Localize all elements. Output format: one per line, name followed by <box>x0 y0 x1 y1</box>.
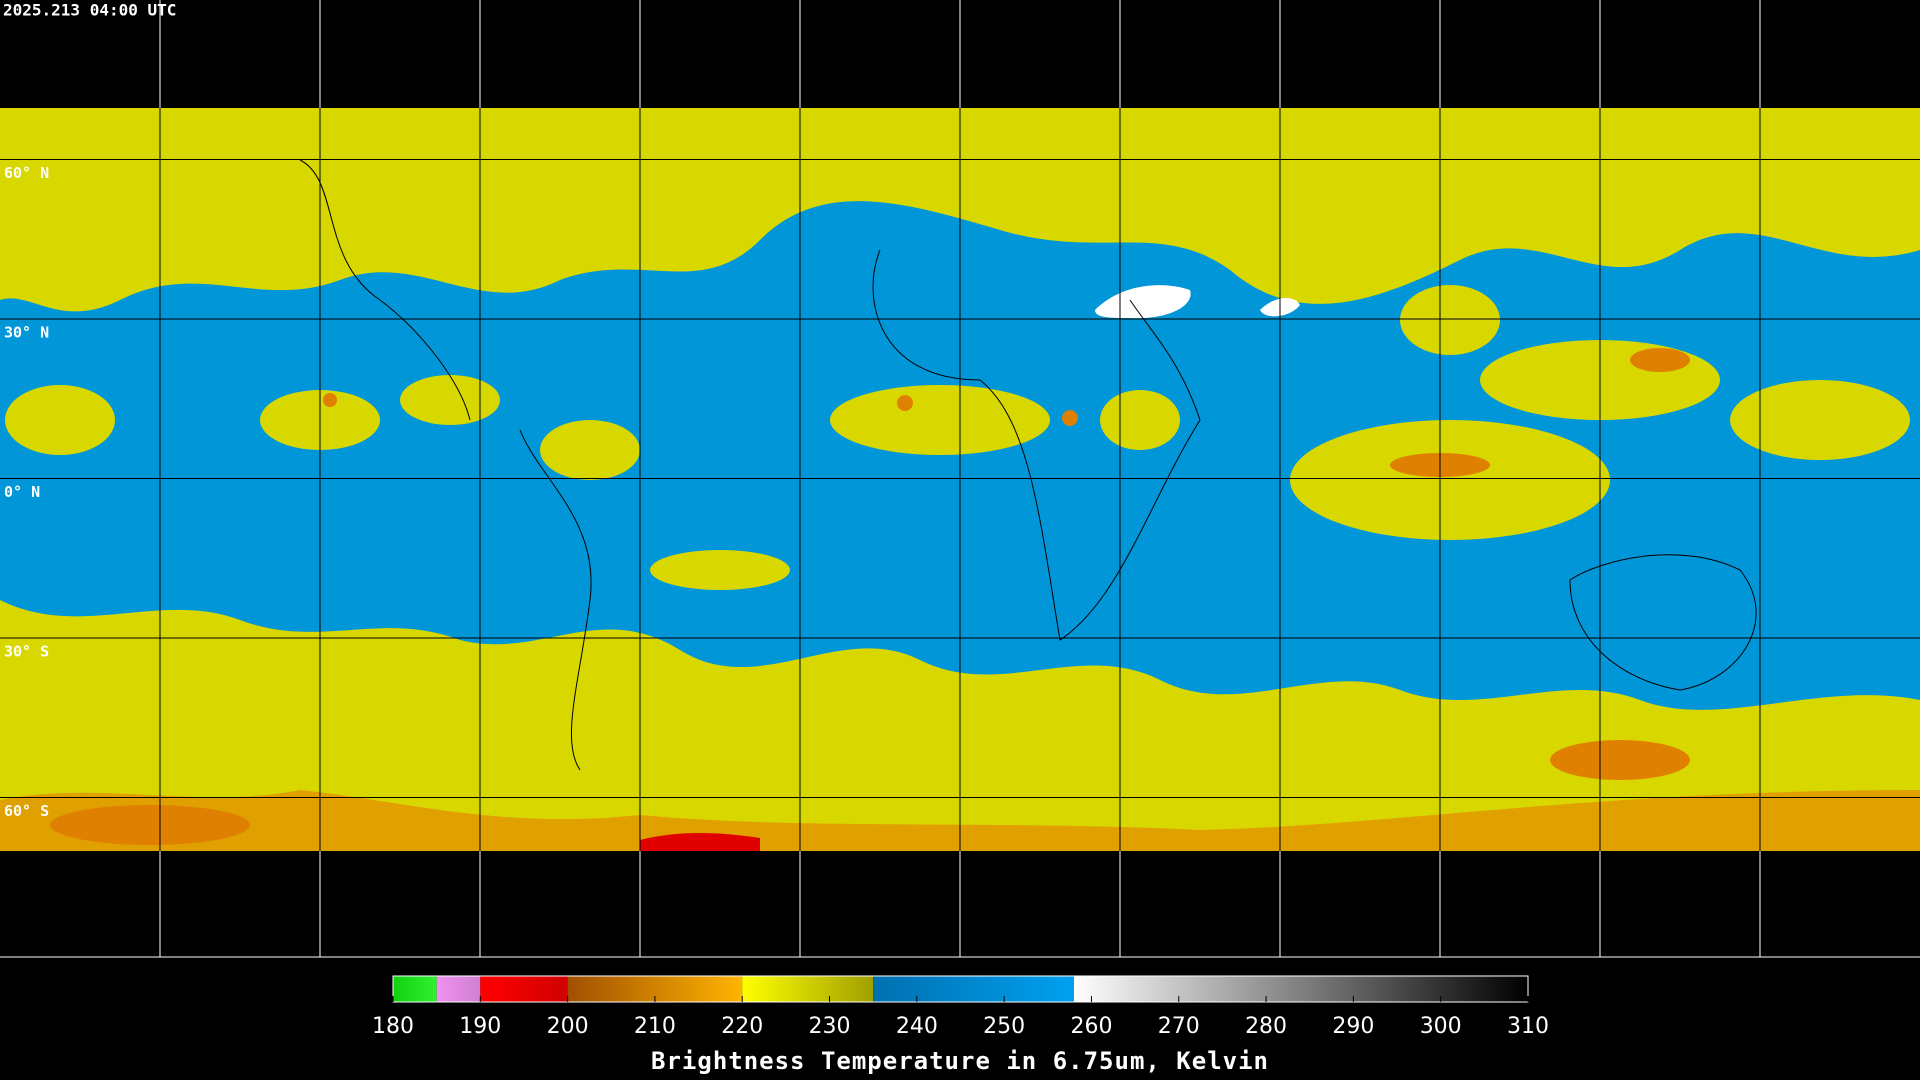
coastlines <box>299 159 1757 771</box>
colorbar-tick-label: 180 <box>372 1014 414 1039</box>
colorbar-segment <box>1074 976 1528 1002</box>
colorbar-tick-label: 310 <box>1507 1014 1549 1039</box>
colorbar-segment <box>436 976 481 1002</box>
colorbar-title: Brightness Temperature in 6.75um, Kelvin <box>651 1047 1269 1075</box>
coldest-patch <box>640 833 760 851</box>
dry-air-patch <box>1095 285 1300 319</box>
latitude-label: 60° N <box>4 164 49 182</box>
colorbar-tick-label: 240 <box>896 1014 938 1039</box>
colorbar-tick-label: 230 <box>809 1014 851 1039</box>
colorbar-segment <box>873 976 1074 1002</box>
colorbar-tick-label: 220 <box>721 1014 763 1039</box>
colorbar-tick-label: 200 <box>547 1014 589 1039</box>
colorbar-segment <box>480 976 568 1002</box>
colorbar-tick-label: 280 <box>1245 1014 1287 1039</box>
graticule <box>0 0 1920 958</box>
colorbar-tick-label: 250 <box>983 1014 1025 1039</box>
colorbar-tick-label: 190 <box>459 1014 501 1039</box>
colorbar-tick-label: 260 <box>1070 1014 1112 1039</box>
latitude-labels: 60° N 30° N 0° N 30° S 60° S <box>4 164 49 820</box>
colorbar-tick-label: 290 <box>1332 1014 1374 1039</box>
colorbar-tick-label: 210 <box>634 1014 676 1039</box>
timestamp: 2025.213 04:00 UTC <box>3 1 176 20</box>
latitude-label: 30° N <box>4 324 49 342</box>
latitude-label: 60° S <box>4 802 49 820</box>
colorbar-tick-label: 270 <box>1158 1014 1200 1039</box>
colorbar: 180 190 200 210 220 230 240 250 260 270 280 290 300 3… <box>372 975 1549 1039</box>
colorbar-frame <box>392 975 1529 1003</box>
deep-convection <box>50 348 1690 845</box>
latitude-label: 0° N <box>4 483 40 501</box>
latitude-label: 30° S <box>4 643 49 661</box>
colorbar-segment <box>742 976 874 1002</box>
colorbar-tick-label: 300 <box>1420 1014 1462 1039</box>
colorbar-segment <box>393 976 437 1002</box>
